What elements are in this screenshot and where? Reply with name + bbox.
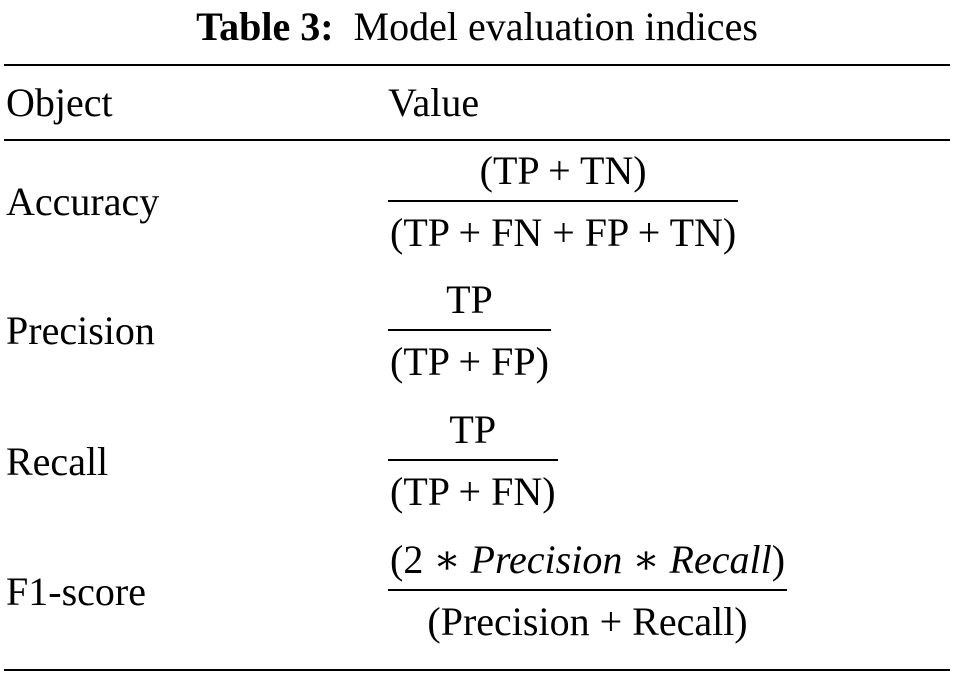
numerator: (2 ∗ Precision ∗ Recall) <box>388 537 787 583</box>
table-caption: Table 3: Model evaluation indices <box>0 4 954 50</box>
fraction-bar <box>388 200 739 202</box>
fraction: TP (TP + FN) <box>388 407 558 515</box>
numerator: TP <box>446 277 493 322</box>
fraction-bar <box>388 589 788 591</box>
bottom-rule <box>4 669 950 671</box>
fraction-bar <box>388 329 551 331</box>
numerator-part: (2 ∗ <box>390 537 471 582</box>
top-rule <box>4 64 950 66</box>
header-object: Object <box>6 80 113 125</box>
fraction: (2 ∗ Precision ∗ Recall) (Precision + Re… <box>388 537 788 645</box>
numerator: (TP + TN) <box>479 148 647 193</box>
fraction: TP (TP + FP) <box>388 277 551 385</box>
denominator: (Precision + Recall) <box>427 599 748 644</box>
header-rule <box>4 139 950 141</box>
numerator-part-italic: Recall <box>669 537 772 582</box>
fraction: (TP + TN) (TP + FN + FP + TN) <box>388 148 739 256</box>
row-object: Accuracy <box>6 179 160 224</box>
denominator: (TP + FN) <box>390 469 556 514</box>
numerator-part: ) <box>771 537 786 582</box>
row-object: Recall <box>6 439 109 484</box>
row-object: Precision <box>6 308 155 353</box>
caption-text: Model evaluation indices <box>353 4 758 49</box>
denominator: (TP + FP) <box>390 339 549 384</box>
header-value: Value <box>388 80 480 125</box>
denominator: (TP + FN + FP + TN) <box>390 210 737 255</box>
row-object: F1-score <box>6 569 146 614</box>
fraction-bar <box>388 459 558 461</box>
numerator-part: ∗ <box>622 537 670 582</box>
numerator: TP <box>449 407 497 452</box>
caption-label: Table 3: <box>196 4 334 49</box>
numerator-part-italic: Precision <box>470 537 623 582</box>
